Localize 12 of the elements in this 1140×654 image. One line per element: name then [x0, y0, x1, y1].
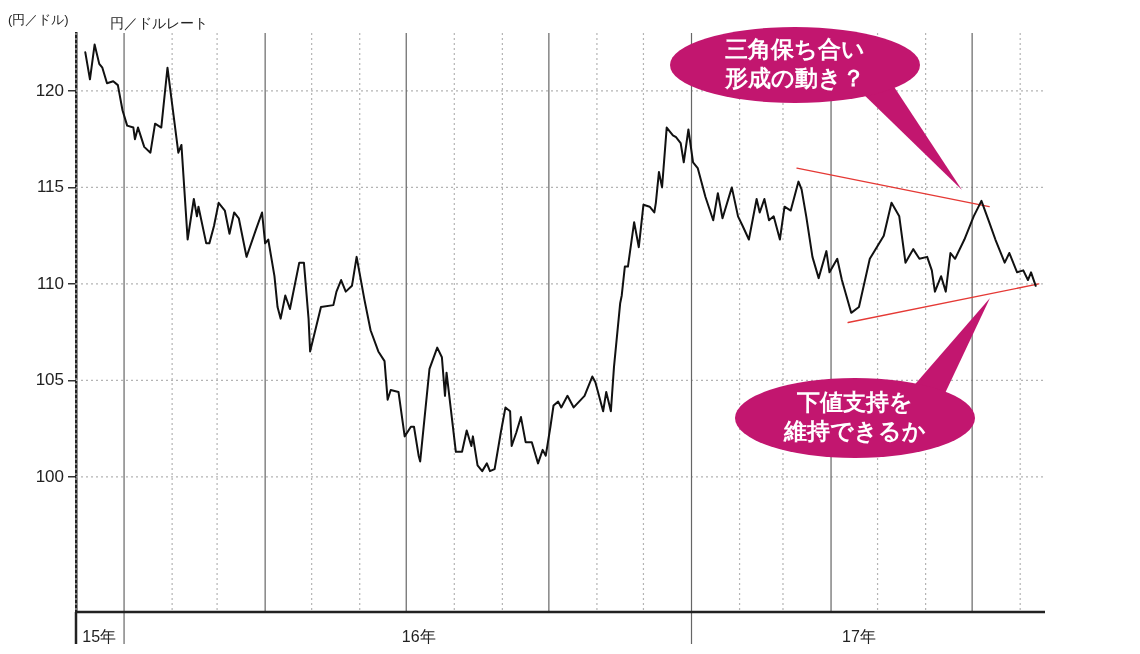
x-tick-label: 16年 — [401, 628, 436, 646]
annotation: 下値支持を維持できるか — [782, 388, 927, 446]
x-tick-label: 15年 — [82, 628, 117, 646]
y-tick-label: 105 — [35, 370, 64, 390]
annotation: 三角保ち合い形成の動き？ — [724, 35, 866, 93]
chart-title: 円／ドルレート — [110, 14, 208, 31]
y-tick-label: 120 — [35, 80, 64, 100]
y-tick-label: 100 — [35, 466, 64, 486]
y-axis-title: (円／ドル) — [8, 11, 69, 27]
x-tick-label: 17年 — [842, 628, 876, 646]
y-tick-label: 115 — [36, 177, 64, 197]
y-tick-label: 110 — [36, 273, 64, 293]
